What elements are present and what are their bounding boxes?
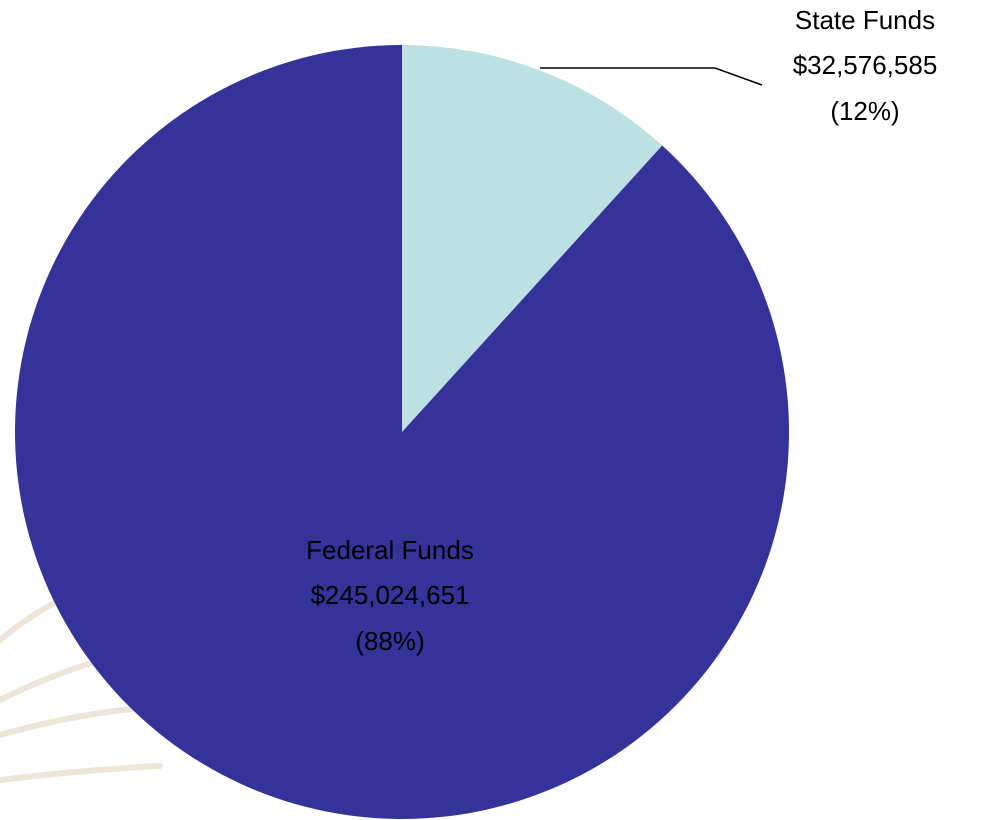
slice-label-value: $32,576,585 bbox=[793, 50, 938, 80]
pie bbox=[15, 45, 790, 819]
slice-label-name: State Funds bbox=[795, 5, 935, 35]
slice-label-name: Federal Funds bbox=[306, 535, 474, 565]
leader-line bbox=[540, 67, 763, 86]
decor-stroke bbox=[0, 705, 143, 738]
slice-label-percent: (88%) bbox=[355, 626, 424, 656]
slice-label-percent: (12%) bbox=[830, 96, 899, 126]
pie-slice bbox=[15, 45, 790, 819]
decor-stroke bbox=[0, 597, 63, 643]
decor-stroke bbox=[0, 763, 163, 783]
labels: State Funds $32,576,585 (12%) Federal Funds… bbox=[306, 5, 937, 656]
pie-slice bbox=[402, 45, 663, 432]
slice-label-value: $245,024,651 bbox=[310, 580, 469, 610]
